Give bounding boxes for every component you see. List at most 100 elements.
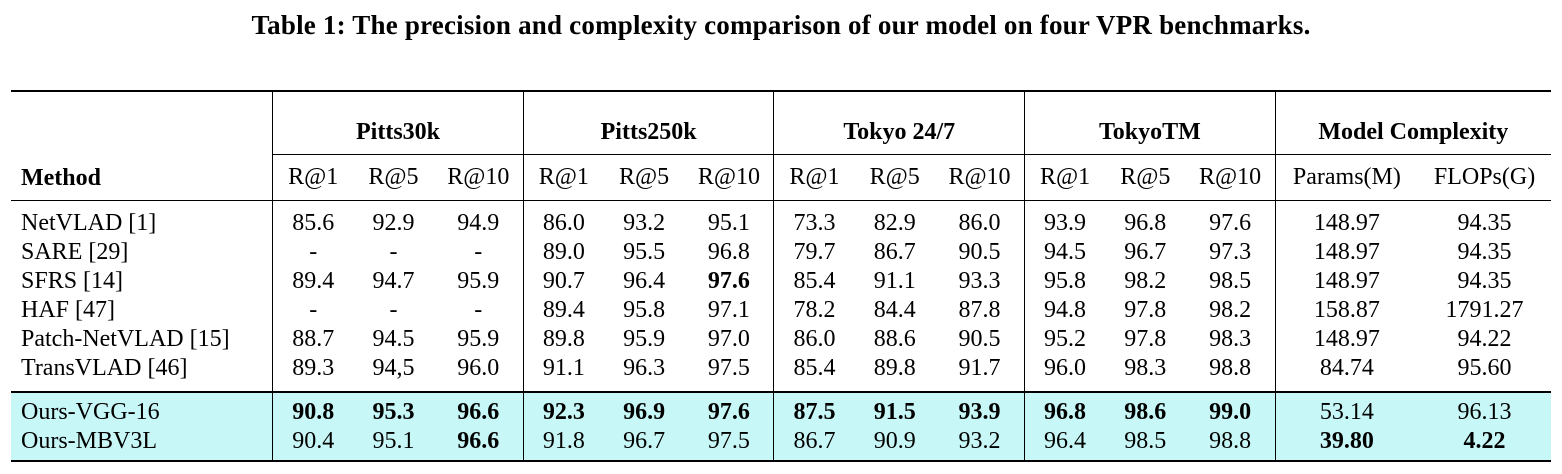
table-cell: 86.0: [934, 200, 1025, 238]
table-cell: 96.3: [623, 355, 666, 381]
table-cell: 96.8: [1105, 200, 1186, 238]
table-cell: 87.5: [773, 391, 855, 427]
table-cell: 95.8: [623, 297, 666, 323]
table-cell: 98.8: [1209, 355, 1252, 381]
table-cell: 94.35: [1457, 268, 1512, 294]
table-cell: 95.5: [623, 239, 666, 265]
table-cell: 96.0: [457, 355, 500, 381]
table-cell: 97.8: [1124, 326, 1167, 352]
table-cell: 79.7: [773, 238, 855, 267]
table-cell: 96.6: [433, 391, 524, 427]
table-cell: 97.8: [1124, 297, 1167, 323]
table-cell: -: [272, 238, 354, 267]
metric-header: R@10: [433, 154, 524, 201]
table-cell: 88.6: [873, 326, 916, 352]
table-cell: 93.2: [603, 200, 685, 238]
table-cell: 98.2: [1124, 268, 1167, 294]
table-cell: 97.6: [684, 391, 774, 427]
table-cell: 90.9: [854, 427, 935, 462]
table-cell: 90.7: [522, 267, 604, 296]
table-row: TransVLAD [46] 89.3 94,5 96.0 91.1 96.3 97.5 85…: [11, 354, 1551, 392]
table-cell: 97.0: [707, 326, 750, 352]
metric-header: R@10: [1185, 154, 1276, 201]
table-cell: 93.9: [1024, 200, 1106, 238]
ours-row: Ours-VGG-16 90.8 95.3 96.6 92.3 96.9 97.6 87.5 9…: [11, 391, 1551, 427]
table-cell: 93.2: [934, 427, 1025, 462]
table-cell: 88.7: [272, 325, 354, 354]
metric-header: R@5: [854, 154, 935, 201]
metric-header: R@1: [522, 154, 604, 201]
table-cell: 97.5: [707, 355, 750, 381]
metric-header: R@1: [773, 154, 855, 201]
table-cell: 89.0: [522, 238, 604, 267]
table-cell: 91.1: [873, 268, 916, 294]
table-cell: 148.97: [1274, 238, 1419, 267]
table-cell: 96.7: [603, 427, 685, 462]
table-cell: 96.13: [1418, 391, 1551, 427]
table-cell: 94,5: [372, 355, 415, 381]
table-cell: 94.22: [1457, 326, 1512, 352]
table-cell: 91.1: [522, 354, 604, 392]
table-row: SFRS [14] 89.4 94.7 95.9 90.7 96.4 97.6 85.4 91.…: [11, 267, 1551, 296]
table-cell: 98.3: [1124, 355, 1167, 381]
table-cell: 90.8: [272, 391, 354, 427]
results-table: Method Pitts30k Pitts250k Tokyo 24/7 Tok…: [11, 90, 1551, 462]
metric-header: R@1: [272, 154, 354, 201]
table-cell: 39.80: [1274, 427, 1419, 462]
table-cell: 89.8: [522, 325, 604, 354]
table-cell: -: [474, 297, 483, 323]
metric-header: R@5: [1105, 154, 1186, 201]
method-name: Ours-MBV3L: [11, 427, 273, 462]
table-cell: -: [389, 239, 398, 265]
table-cell: 96.4: [623, 268, 666, 294]
group-header: Model Complexity: [1274, 90, 1551, 155]
table-cell: 148.97: [1274, 325, 1419, 354]
table-cell: 95.60: [1457, 355, 1512, 381]
table-cell: 89.8: [873, 355, 916, 381]
table-cell: 94.5: [372, 326, 415, 352]
table-cell: 96.6: [433, 427, 524, 462]
table-cell: -: [389, 297, 398, 323]
table-cell: 158.87: [1274, 296, 1419, 325]
table-row: NetVLAD [1] 85.6 92.9 94.9 86.0 93.2 95.1 73.3 8…: [11, 200, 1551, 238]
table-cell: 86.0: [773, 325, 855, 354]
table-cell: 85.6: [272, 200, 354, 238]
method-name: Ours-VGG-16: [11, 391, 273, 427]
table-row: HAF [47] - - - 89.4 95.8 97.1 78.2 84.4 87.8 94.8 9…: [11, 296, 1551, 325]
metric-header: R@10: [934, 154, 1025, 201]
table-cell: 86.7: [873, 239, 916, 265]
table-cell: 97.6: [707, 268, 750, 294]
table-row: Patch-NetVLAD [15] 88.7 94.5 95.9 89.8 95.9 97…: [11, 325, 1551, 354]
table-cell: 90.5: [958, 239, 1001, 265]
table-cell: 97.1: [707, 297, 750, 323]
ours-row: Ours-MBV3L 90.4 95.1 96.6 91.8 96.7 97.5 86.7 90…: [11, 427, 1551, 462]
table-cell: 91.7: [958, 355, 1001, 381]
table-cell: 95.9: [457, 326, 500, 352]
table-cell: 97.6: [1185, 200, 1276, 238]
table-cell: 85.4: [773, 267, 855, 296]
table-cell: 97.5: [684, 427, 774, 462]
table-caption: Table 1: The precision and complexity co…: [251, 10, 1311, 40]
table-row: SARE [29] - - - 89.0 95.5 96.8 79.7 86.7 90.5 94.5…: [11, 238, 1551, 267]
method-name: SFRS [14]: [21, 268, 124, 294]
metric-header: R@10: [684, 154, 774, 201]
table-cell: 99.0: [1185, 391, 1276, 427]
table-cell: 94.35: [1418, 200, 1551, 238]
table-cell: 95.1: [684, 200, 774, 238]
table-cell: 94.5: [1024, 238, 1106, 267]
table-cell: 93.3: [958, 268, 1001, 294]
table-cell: 89.3: [272, 354, 354, 392]
table-cell: 98.5: [1105, 427, 1186, 462]
metric-header: R@5: [603, 154, 685, 201]
method-name: HAF [47]: [21, 297, 115, 323]
table-cell: 148.97: [1274, 267, 1419, 296]
method-name: SARE [29]: [21, 239, 129, 265]
table-cell: 82.9: [854, 200, 935, 238]
table-cell: 53.14: [1274, 391, 1419, 427]
table-cell: 94.7: [372, 268, 415, 294]
header-row-metrics: R@1 R@5 R@10 R@1 R@5 R@10 R@1 R@5 R@10 R…: [11, 154, 1551, 201]
group-header: Pitts250k: [522, 90, 774, 155]
table-cell: 98.6: [1105, 391, 1186, 427]
table-cell: 95.3: [353, 391, 434, 427]
table-cell: 92.9: [353, 200, 434, 238]
